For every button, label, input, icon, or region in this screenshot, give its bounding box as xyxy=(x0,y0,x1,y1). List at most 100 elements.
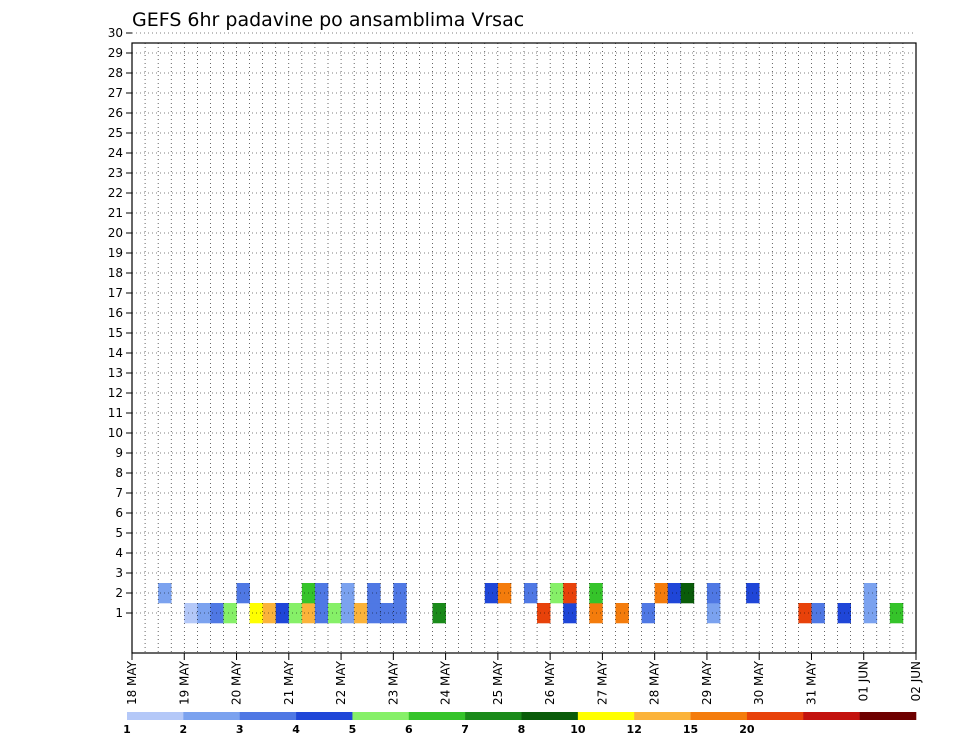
x-tick-label: 30 MAY xyxy=(752,660,766,705)
heatmap-cell xyxy=(341,583,355,604)
colorbar-swatch xyxy=(634,712,691,720)
colorbar-swatch xyxy=(690,712,748,720)
heatmap-cell xyxy=(367,603,381,624)
colorbar-swatch xyxy=(859,712,917,720)
y-tick-label: 6 xyxy=(115,506,123,520)
colorbar-swatch xyxy=(183,712,241,720)
colorbar: 1 2 3 4 5 6 7 8 10 12 15 20 xyxy=(123,712,917,736)
heatmap-cell xyxy=(432,603,446,624)
y-tick-label: 25 xyxy=(108,126,123,140)
colorbar-label: 7 xyxy=(461,723,469,736)
colorbar-label: 3 xyxy=(236,723,244,736)
heatmap-cell xyxy=(537,603,551,624)
heatmap-cell xyxy=(341,603,355,624)
y-tick-label: 30 xyxy=(108,26,123,40)
y-tick-label: 5 xyxy=(115,526,123,540)
colorbar-swatch xyxy=(127,712,184,720)
heatmap-cell xyxy=(798,603,812,624)
heatmap-cells xyxy=(158,583,904,624)
y-tick-label: 3 xyxy=(115,566,123,580)
colorbar-label: 20 xyxy=(739,723,755,736)
heatmap-cell xyxy=(275,603,290,624)
x-tick-label: 24 MAY xyxy=(439,660,453,705)
x-tick-label: 26 MAY xyxy=(543,660,557,705)
heatmap-cell xyxy=(223,603,237,624)
y-tick-label: 2 xyxy=(115,586,123,600)
heatmap-cell xyxy=(367,583,381,604)
y-tick-label: 24 xyxy=(108,146,123,160)
x-tick-label: 21 MAY xyxy=(282,660,296,705)
heatmap-cell xyxy=(863,583,878,604)
heatmap-cell xyxy=(863,603,878,624)
y-tick-label: 14 xyxy=(108,346,123,360)
heatmap-cell xyxy=(262,603,277,624)
heatmap-cell xyxy=(680,583,695,604)
x-axis: 18 MAY 19 MAY 20 MAY 21 MAY 22 MAY 23 MAY 24 M… xyxy=(125,653,923,705)
colorbar-swatch xyxy=(521,712,579,720)
colorbar-label: 1 xyxy=(123,723,131,736)
colorbar-swatch xyxy=(352,712,410,720)
heatmap-cell xyxy=(184,603,198,624)
x-tick-label: 20 MAY xyxy=(230,660,244,705)
colorbar-label: 2 xyxy=(180,723,188,736)
colorbar-swatch xyxy=(465,712,522,720)
colorbar-swatch xyxy=(577,712,635,720)
heatmap-cell xyxy=(236,583,250,604)
y-tick-label: 7 xyxy=(115,486,123,500)
heatmap-cell xyxy=(563,603,577,624)
y-tick-label: 10 xyxy=(108,426,123,440)
x-tick-label: 27 MAY xyxy=(595,660,609,705)
y-tick-label: 22 xyxy=(108,186,123,200)
x-tick-label: 25 MAY xyxy=(491,660,505,705)
heatmap-cell xyxy=(210,603,224,624)
colorbar-swatch xyxy=(408,712,466,720)
y-tick-label: 18 xyxy=(108,266,123,280)
x-tick-label: 02 JUN xyxy=(909,661,923,701)
heatmap-cell xyxy=(667,583,682,604)
y-axis: 1234567891011121314151617181920212223242… xyxy=(108,26,132,620)
colorbar-swatch xyxy=(239,712,297,720)
x-tick-label: 19 MAY xyxy=(177,660,191,705)
y-tick-label: 27 xyxy=(108,86,123,100)
heatmap-cell xyxy=(524,583,538,604)
heatmap-cell xyxy=(380,603,394,624)
y-tick-label: 29 xyxy=(108,46,123,60)
y-tick-label: 16 xyxy=(108,306,123,320)
heatmap-cell xyxy=(314,603,329,624)
x-tick-label: 28 MAY xyxy=(648,660,662,705)
chart-title: GEFS 6hr padavine po ansamblima Vrsac xyxy=(132,9,524,31)
colorbar-swatch xyxy=(296,712,353,720)
y-tick-label: 17 xyxy=(108,286,123,300)
colorbar-label: 5 xyxy=(349,723,357,736)
y-tick-label: 11 xyxy=(108,406,123,420)
colorbar-label: 15 xyxy=(683,723,698,736)
y-tick-label: 1 xyxy=(115,606,123,620)
y-tick-label: 26 xyxy=(108,106,123,120)
y-tick-label: 19 xyxy=(108,246,123,260)
heatmap-cell xyxy=(615,603,629,624)
colorbar-label: 12 xyxy=(627,723,642,736)
grid-lines xyxy=(132,32,916,653)
x-tick-label: 29 MAY xyxy=(700,660,714,705)
colorbar-label: 6 xyxy=(405,723,413,736)
y-tick-label: 20 xyxy=(108,226,123,240)
colorbar-swatch xyxy=(746,712,804,720)
heatmap-cell xyxy=(288,603,303,624)
x-tick-label: 31 MAY xyxy=(804,660,818,705)
heatmap-cell xyxy=(811,603,825,624)
x-tick-label: 01 JUN xyxy=(857,661,871,701)
plot-frame xyxy=(131,42,917,654)
heatmap-cell xyxy=(314,583,329,604)
heatmap-cell xyxy=(706,583,721,604)
heatmap-cell xyxy=(563,583,577,604)
heatmap-cell xyxy=(328,603,342,624)
x-tick-label: 22 MAY xyxy=(334,660,348,705)
y-tick-label: 9 xyxy=(115,446,123,460)
y-tick-label: 15 xyxy=(108,326,123,340)
y-tick-label: 12 xyxy=(108,386,123,400)
colorbar-label: 10 xyxy=(570,723,586,736)
x-tick-label: 23 MAY xyxy=(386,660,400,705)
y-tick-label: 21 xyxy=(108,206,123,220)
heatmap-cell xyxy=(706,603,721,624)
